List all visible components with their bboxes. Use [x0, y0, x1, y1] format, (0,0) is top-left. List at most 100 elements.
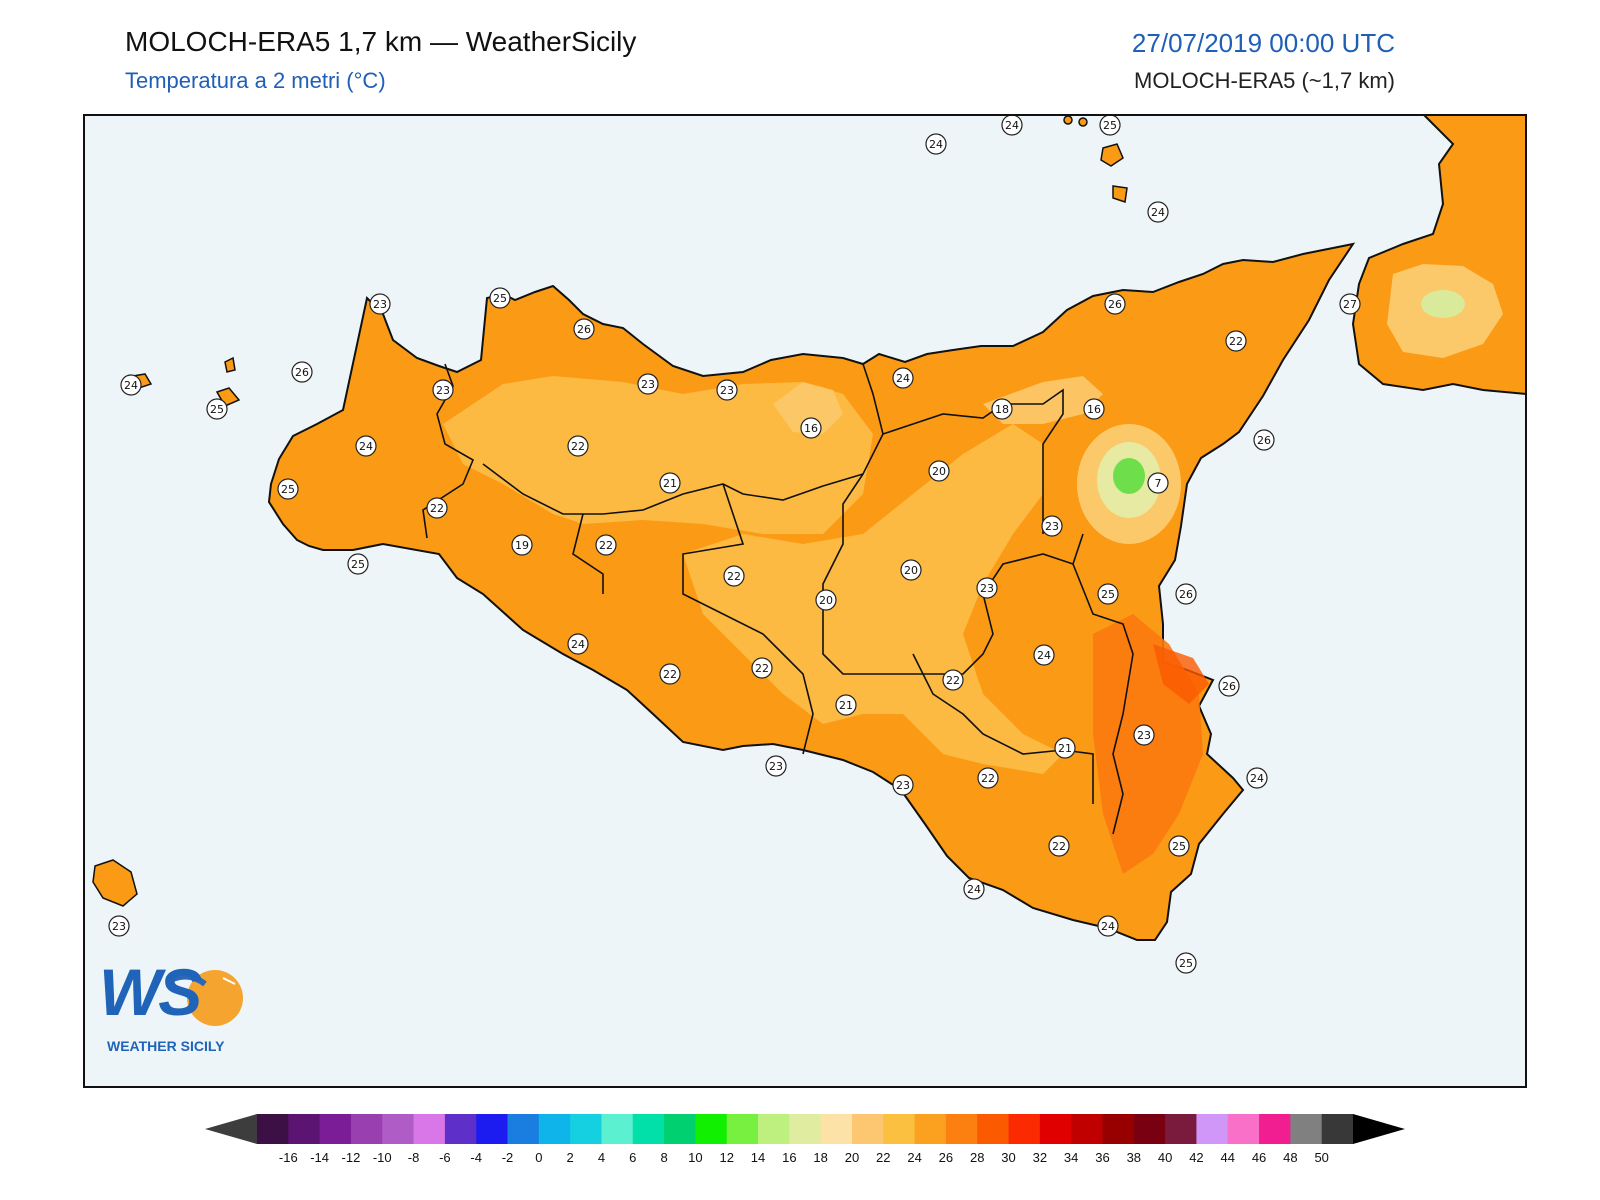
station-circle — [1253, 429, 1275, 451]
station-circle — [355, 435, 377, 457]
station-marker: 24 — [925, 133, 947, 155]
station-circle — [1147, 472, 1169, 494]
station-circle — [120, 374, 142, 396]
station-marker: 21 — [659, 472, 681, 494]
station-value: 22 — [571, 440, 585, 453]
station-circle — [489, 287, 511, 309]
station-circle — [369, 293, 391, 315]
station-marker: 26 — [1175, 583, 1197, 605]
colorbar-tick-label: 22 — [876, 1150, 890, 1165]
station-value: 24 — [1101, 920, 1115, 933]
colorbar-swatch — [1008, 1114, 1041, 1144]
station-marker: 7 — [1147, 472, 1169, 494]
station-marker: 24 — [1147, 201, 1169, 223]
station-value: 24 — [929, 138, 943, 151]
colorbar-swatch — [288, 1114, 321, 1144]
station-marker: 22 — [595, 534, 617, 556]
colorbar-graphic: -16 -14 -12 -10 -8 -6 -4 -2 0 2 4 6 8 10 12 14 16 18 20 22 2… — [205, 1114, 1405, 1165]
station-value: 25 — [1172, 840, 1186, 853]
colorbar-swatch — [977, 1114, 1010, 1144]
colorbar-swatch — [1102, 1114, 1135, 1144]
station-marker: 23 — [432, 379, 454, 401]
station-value: 26 — [1179, 588, 1193, 601]
station-value: 22 — [1229, 335, 1243, 348]
colorbar-tick-label: 44 — [1221, 1150, 1235, 1165]
temperature-map[interactable]: 24 24 25 24 23 25 26 24 25 26 23 23 23 24 26 27 22 18 16 16… — [83, 114, 1527, 1088]
colorbar-swatch — [1227, 1114, 1260, 1144]
station-marker: 24 — [1001, 114, 1023, 136]
station-marker: 20 — [815, 589, 837, 611]
colorbar-swatch — [758, 1114, 790, 1144]
station-circle — [1246, 767, 1268, 789]
station-marker: 24 — [1033, 644, 1055, 666]
station-circle — [1175, 583, 1197, 605]
station-value: 24 — [359, 440, 373, 453]
station-value: 23 — [112, 920, 126, 933]
station-circle — [1339, 293, 1361, 315]
station-value: 24 — [124, 379, 138, 392]
station-value: 16 — [804, 422, 818, 435]
station-value: 25 — [281, 483, 295, 496]
aspromonte-peak — [1421, 290, 1465, 318]
colorbar-swatch — [413, 1114, 446, 1144]
colorbar-tick-label: 46 — [1252, 1150, 1266, 1165]
station-circle — [1097, 915, 1119, 937]
logo-text: WEATHER SICILY — [107, 1038, 225, 1054]
station-value: 26 — [295, 366, 309, 379]
station-marker: 23 — [108, 915, 130, 937]
colorbar-tick-label: 18 — [813, 1150, 827, 1165]
station-marker: 23 — [369, 293, 391, 315]
station-marker: 26 — [1104, 293, 1126, 315]
station-marker: 22 — [1225, 330, 1247, 352]
station-value: 22 — [1052, 840, 1066, 853]
colorbar-swatch — [257, 1114, 289, 1144]
station-value: 22 — [981, 772, 995, 785]
station-marker: 16 — [800, 417, 822, 439]
logo-letters: WS — [99, 955, 202, 1029]
colorbar-tick-label: 42 — [1189, 1150, 1203, 1165]
station-marker: 24 — [892, 367, 914, 389]
station-value: 21 — [663, 477, 677, 490]
station-circle — [1104, 293, 1126, 315]
station-value: 22 — [663, 668, 677, 681]
colorbar-swatch — [945, 1114, 978, 1144]
station-marker: 23 — [637, 373, 659, 395]
station-marker: 20 — [900, 559, 922, 581]
station-circle — [595, 534, 617, 556]
colorbar-swatch — [444, 1114, 477, 1144]
colorbar-tick-label: 48 — [1283, 1150, 1297, 1165]
station-marker: 22 — [977, 767, 999, 789]
colorbar-tick-label: -2 — [502, 1150, 514, 1165]
colorbar-swatch — [1321, 1114, 1354, 1144]
colorbar-swatch — [1290, 1114, 1323, 1144]
station-value: 23 — [980, 582, 994, 595]
station-circle — [815, 589, 837, 611]
station-circle — [567, 435, 589, 457]
station-marker: 25 — [1099, 114, 1121, 136]
colorbar-over-arrow — [1353, 1114, 1405, 1144]
colorbar-swatch — [632, 1114, 665, 1144]
colorbar-tick-label: 6 — [629, 1150, 636, 1165]
station-value: 22 — [727, 570, 741, 583]
map-frame — [83, 114, 1527, 1088]
station-value: 23 — [720, 384, 734, 397]
station-circle — [1083, 398, 1105, 420]
colorbar-under-arrow — [205, 1114, 257, 1144]
station-marker: 22 — [659, 663, 681, 685]
station-value: 23 — [436, 384, 450, 397]
station-marker: 16 — [1083, 398, 1105, 420]
station-marker: 25 — [489, 287, 511, 309]
colorbar-swatch — [1071, 1114, 1103, 1144]
station-value: 23 — [896, 779, 910, 792]
colorbar-swatch — [350, 1114, 383, 1144]
station-circle — [1168, 835, 1190, 857]
station-marker: 22 — [426, 497, 448, 519]
station-circle — [432, 379, 454, 401]
station-marker: 26 — [291, 361, 313, 383]
colorbar-tick-label: 10 — [688, 1150, 702, 1165]
colorbar-tick-label: 34 — [1064, 1150, 1078, 1165]
station-marker: 26 — [1218, 675, 1240, 697]
colorbar-swatch — [914, 1114, 947, 1144]
station-value: 21 — [1058, 742, 1072, 755]
colorbar-tick-label: 30 — [1001, 1150, 1015, 1165]
